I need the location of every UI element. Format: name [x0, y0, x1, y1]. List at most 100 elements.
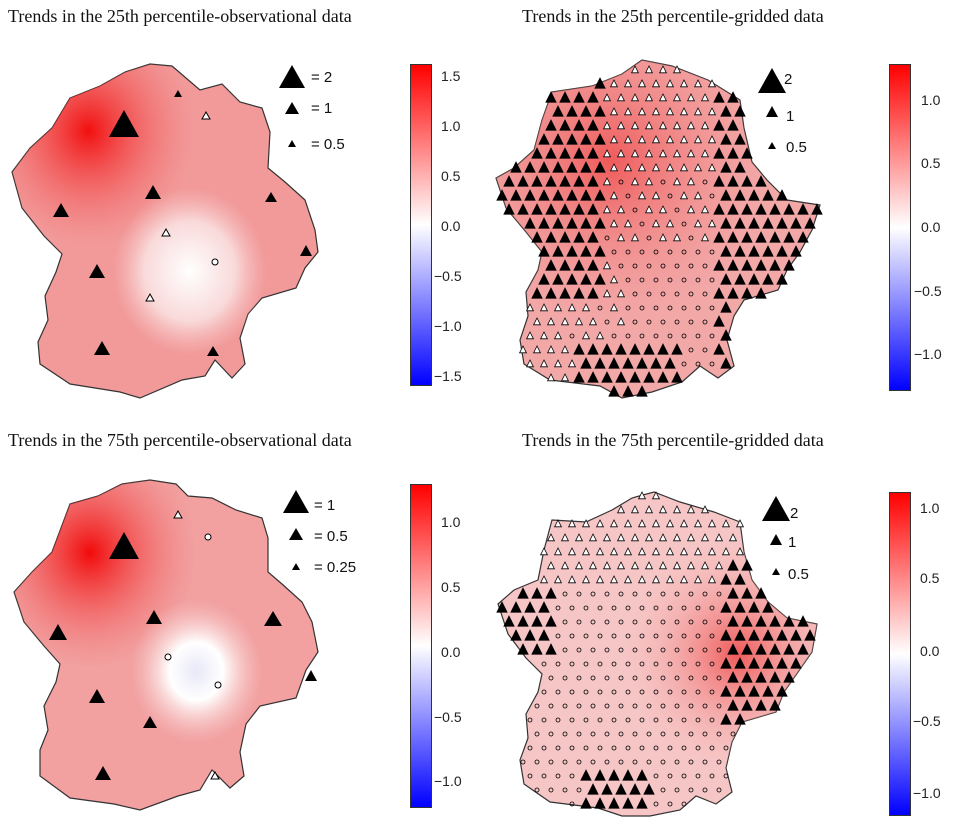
grid-marker [651, 135, 661, 144]
grid-marker [587, 259, 599, 271]
legend-label-large: 2 [790, 505, 798, 522]
grid-marker [727, 147, 739, 159]
colorbar-tick: −1.0 [434, 773, 462, 789]
grid-marker [674, 591, 680, 597]
grid-marker [643, 343, 655, 355]
legend-marker-small [772, 568, 780, 575]
legend-marker-medium [285, 102, 299, 114]
grid-marker [653, 661, 659, 667]
grid-marker [679, 519, 689, 528]
grid-marker [653, 305, 659, 311]
grid-marker [804, 217, 816, 229]
grid-marker [646, 235, 652, 241]
grid-marker [546, 561, 556, 570]
grid-marker [727, 287, 739, 299]
legend-marker-large [279, 65, 305, 88]
grid-marker [681, 361, 687, 367]
grid-marker [555, 745, 561, 751]
grid-marker [618, 179, 624, 185]
grid-marker [783, 671, 795, 683]
grid-marker [707, 547, 717, 556]
grid-marker [545, 91, 557, 103]
grid-marker [569, 605, 575, 611]
grid-marker [629, 343, 641, 355]
grid-marker [609, 519, 619, 528]
grid-marker [590, 647, 596, 653]
grid-marker [604, 647, 610, 653]
colorbar-tick: 1.5 [441, 68, 461, 84]
grid-marker [567, 547, 577, 556]
grid-marker [658, 561, 668, 570]
legend-label-large: 2 [784, 71, 792, 88]
legend-label-small: = 0.5 [311, 136, 345, 153]
grid-marker [510, 629, 522, 641]
grid-marker [581, 547, 591, 556]
grid-marker [609, 163, 619, 172]
grid-marker [672, 93, 682, 102]
grid-marker [604, 675, 610, 681]
grid-marker [681, 605, 687, 611]
grid-marker [580, 769, 592, 781]
grid-marker [790, 245, 802, 257]
grid-marker [762, 273, 774, 285]
grid-marker [559, 259, 571, 271]
grid-marker [580, 189, 592, 201]
grid-marker [580, 273, 592, 285]
grid-marker [688, 675, 694, 681]
grid-marker [741, 643, 753, 655]
legend-label-large: = 1 [314, 497, 335, 514]
grid-marker [720, 161, 732, 173]
grid-marker [534, 787, 540, 793]
grid-marker [539, 331, 549, 340]
grid-marker [790, 629, 802, 641]
grid-marker [755, 231, 767, 243]
grid-marker [630, 121, 640, 130]
grid-marker [762, 685, 774, 697]
grid-marker [776, 273, 788, 285]
grid-marker [594, 245, 606, 257]
grid-marker [625, 661, 631, 667]
grid-marker [562, 675, 568, 681]
grid-marker [653, 689, 659, 695]
grid-marker [748, 245, 760, 257]
grid-marker [721, 547, 731, 556]
grid-marker [630, 561, 640, 570]
grid-marker [714, 533, 724, 542]
legend-label-small: = 0.25 [314, 559, 356, 576]
colorbar [889, 492, 911, 816]
grid-marker [553, 519, 563, 528]
grid-marker [609, 219, 619, 228]
grid-marker [569, 773, 575, 779]
grid-marker [566, 217, 578, 229]
grid-marker [702, 179, 708, 185]
grid-marker [503, 615, 515, 627]
colorbar-tick: −1.5 [434, 368, 462, 384]
grid-marker [609, 135, 619, 144]
grid-marker [566, 161, 578, 173]
colorbar-tick: 0.5 [920, 570, 940, 586]
grid-marker [588, 561, 598, 570]
grid-marker [632, 647, 638, 653]
grid-marker [527, 717, 533, 723]
grid-marker [623, 219, 633, 228]
grid-marker [569, 661, 575, 667]
grid-marker [566, 189, 578, 201]
grid-marker [693, 519, 703, 528]
grid-marker [496, 601, 508, 613]
grid-marker [546, 373, 556, 382]
grid-marker [644, 177, 654, 186]
legend-label-small: 0.5 [788, 566, 809, 583]
grid-marker [545, 203, 557, 215]
grid-marker [601, 783, 613, 795]
grid-marker [524, 629, 536, 641]
grid-marker [720, 713, 732, 725]
grid-marker [560, 533, 570, 542]
grid-marker [700, 505, 710, 514]
grid-marker [727, 231, 739, 243]
grid-marker [709, 333, 715, 339]
grid-marker [602, 289, 612, 298]
colorbar-tick: 0.5 [921, 155, 941, 171]
grid-marker [524, 601, 536, 613]
grid-marker [755, 643, 767, 655]
grid-marker [674, 787, 680, 793]
